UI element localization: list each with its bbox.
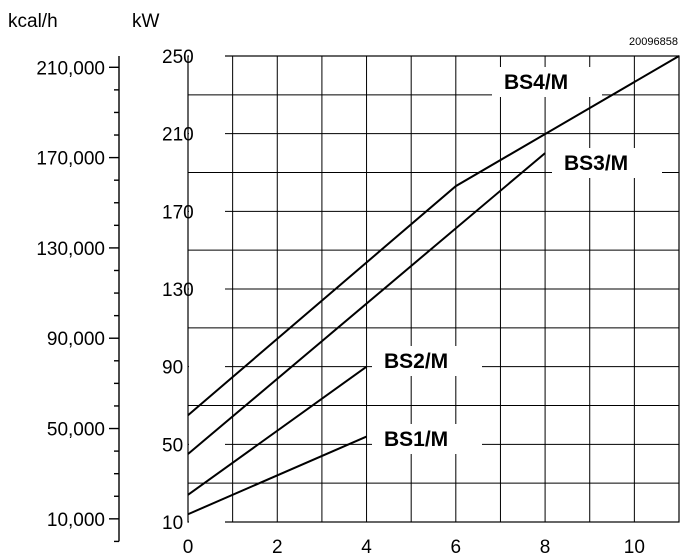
series-label-backing: [552, 148, 662, 178]
x-tick-label: 0: [183, 537, 194, 558]
series-label: BS4/M: [504, 71, 568, 94]
kcal-tick-label: 90,000: [47, 329, 105, 350]
series-label: BS3/M: [564, 152, 628, 175]
kcal-tick-label: 130,000: [36, 239, 105, 260]
kw-tick-label: 170: [162, 202, 194, 223]
kw-tick-backing: [189, 512, 225, 532]
x-axis-ticks: 0 2 4 6 8 10: [183, 537, 645, 558]
kw-unit-label: kW: [132, 11, 160, 32]
series-label-backing: [372, 424, 482, 454]
series-label-backing: [492, 67, 602, 97]
series-line-bs1-m: [187, 435, 367, 516]
series-label-backing: [372, 346, 482, 376]
x-tick-label: 10: [624, 537, 645, 558]
kw-tick-backing: [189, 356, 225, 377]
kw-axis-ticks: 10 50 90 130 170 210 250: [162, 46, 225, 534]
figure-code: 20096858: [629, 36, 678, 48]
kcal-unit-label: kcal/h: [8, 11, 58, 32]
series-line-bs4-m: [187, 55, 680, 416]
kw-tick-label: 50: [162, 435, 183, 456]
x-tick-label: 8: [540, 537, 551, 558]
kw-tick-backing: [189, 123, 225, 144]
kcal-tick-label: 50,000: [47, 420, 105, 441]
kw-tick-label: 10: [162, 513, 183, 534]
kw-tick-backing: [189, 434, 225, 455]
kcal-tick-label: 10,000: [47, 510, 105, 531]
kcal-tick-label: 210,000: [36, 58, 105, 79]
kw-tick-label: 130: [162, 280, 194, 301]
x-tick-label: 6: [451, 537, 462, 558]
series-line-bs3-m: [187, 152, 546, 455]
kw-tick-label: 210: [162, 125, 194, 146]
x-tick-label: 2: [272, 537, 283, 558]
x-tick-label: 4: [361, 537, 372, 558]
kw-tick-label: 90: [162, 358, 183, 379]
series-label: BS1/M: [384, 428, 448, 451]
kcal-axis: 10,000 50,000 90,000 130,000 170,000 210,000: [36, 56, 120, 543]
kw-tick-label: 250: [162, 47, 194, 68]
grid: [187, 55, 680, 523]
kw-tick-backing: [189, 201, 225, 222]
plot-frame: [187, 55, 680, 523]
kw-tick-backing: [189, 46, 225, 66]
series-label: BS2/M: [384, 350, 448, 373]
series-lines: [187, 55, 680, 516]
series-labels: BS1/M BS2/M BS3/M BS4/M: [372, 67, 662, 454]
kw-tick-backing: [189, 279, 225, 299]
series-line-bs2-m: [187, 365, 368, 496]
kcal-tick-label: 170,000: [36, 149, 105, 170]
